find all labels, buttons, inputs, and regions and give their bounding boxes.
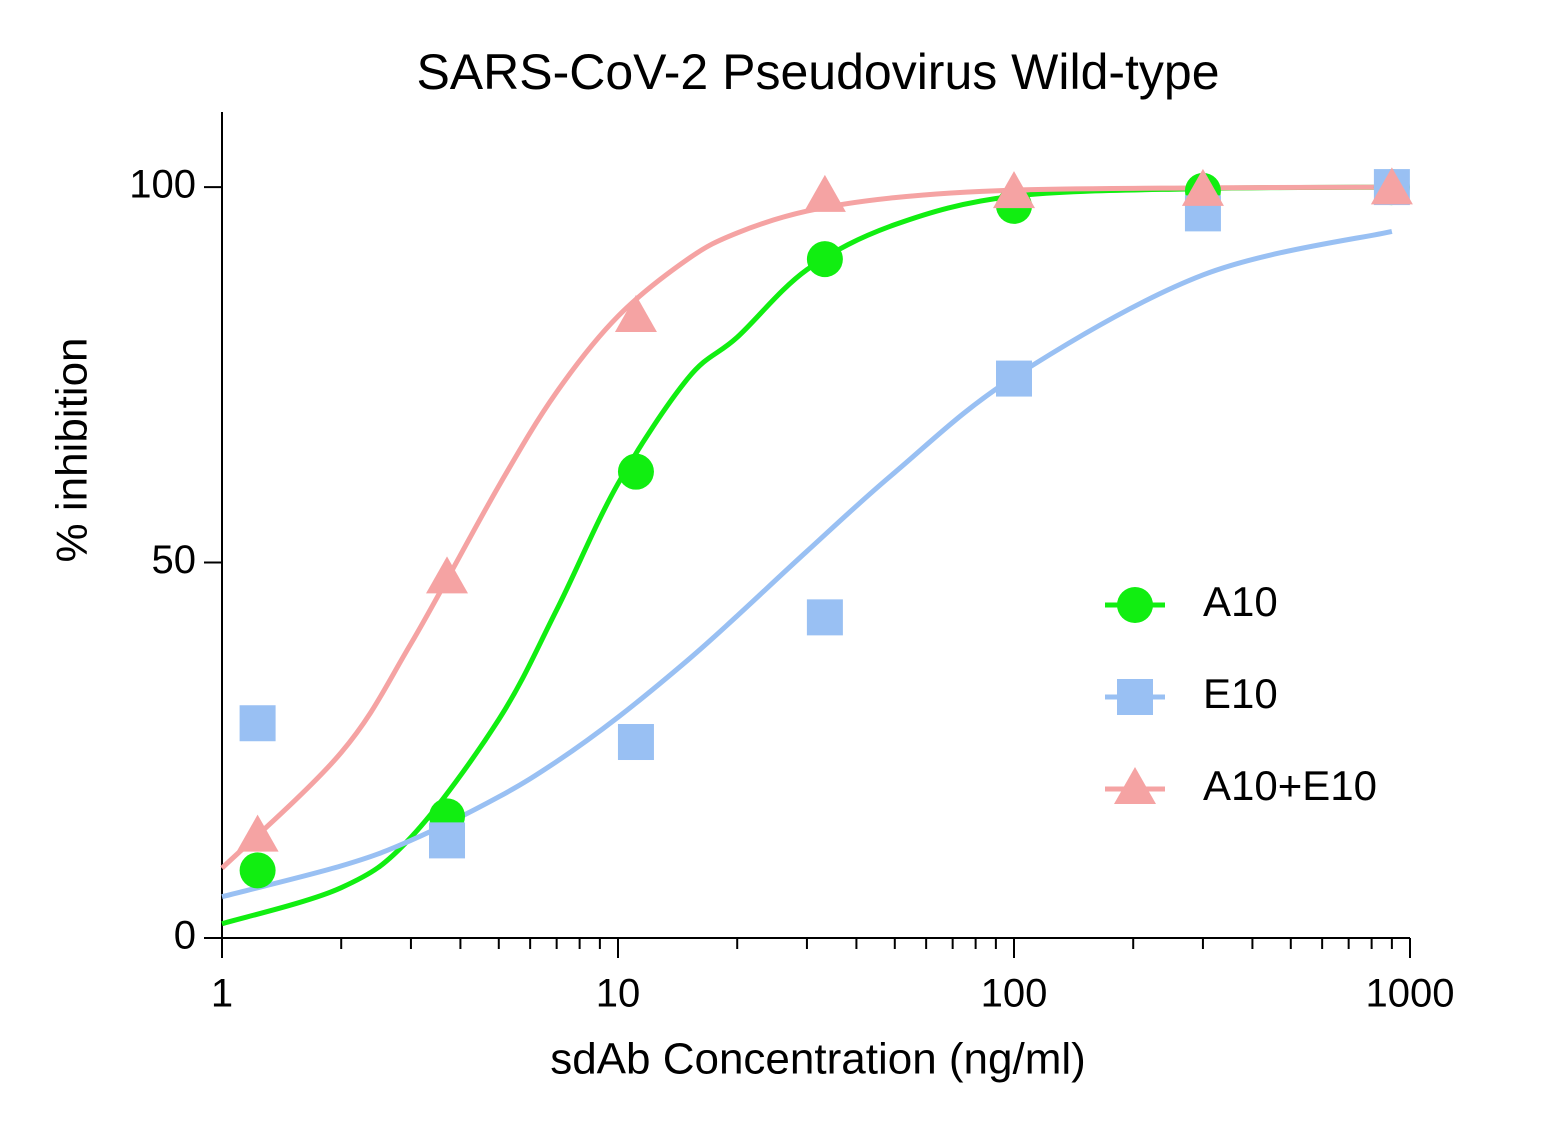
legend-label: E10 (1203, 670, 1278, 717)
x-tick-label: 10 (596, 972, 641, 1016)
fit-curve (221, 228, 1393, 900)
point (1117, 587, 1153, 623)
y-axis-label: % inhibition (48, 337, 97, 562)
point (1181, 168, 1224, 206)
point (614, 294, 657, 332)
y-tick-label: 100 (129, 163, 196, 207)
point (617, 453, 654, 490)
point (1117, 679, 1153, 715)
point (236, 814, 279, 852)
legend: A10 E10 A10+E10 (1105, 578, 1377, 809)
fit-curve (221, 184, 1392, 927)
point (1114, 767, 1156, 804)
x-tick-label: 1 (211, 972, 233, 1016)
point (996, 360, 1032, 397)
fit-curve (220, 184, 1392, 870)
point (1370, 167, 1413, 205)
x-tick-label: 100 (981, 972, 1048, 1016)
point (239, 705, 276, 742)
point (806, 241, 843, 278)
point (429, 822, 466, 859)
legend-label: A10+E10 (1203, 762, 1377, 809)
point (617, 724, 654, 761)
y-tick-label: 0 (174, 914, 196, 958)
chart-title: SARS-CoV-2 Pseudovirus Wild-type (416, 44, 1219, 100)
x-tick-label: 1000 (1366, 972, 1455, 1016)
point (426, 556, 469, 594)
point (803, 174, 846, 212)
legend-label: A10 (1203, 578, 1278, 625)
point (806, 599, 843, 636)
y-tick-label: 50 (152, 538, 197, 582)
x-axis-label: sdAb Concentration (ng/ml) (550, 1035, 1086, 1084)
point (993, 171, 1035, 209)
point (239, 852, 276, 889)
